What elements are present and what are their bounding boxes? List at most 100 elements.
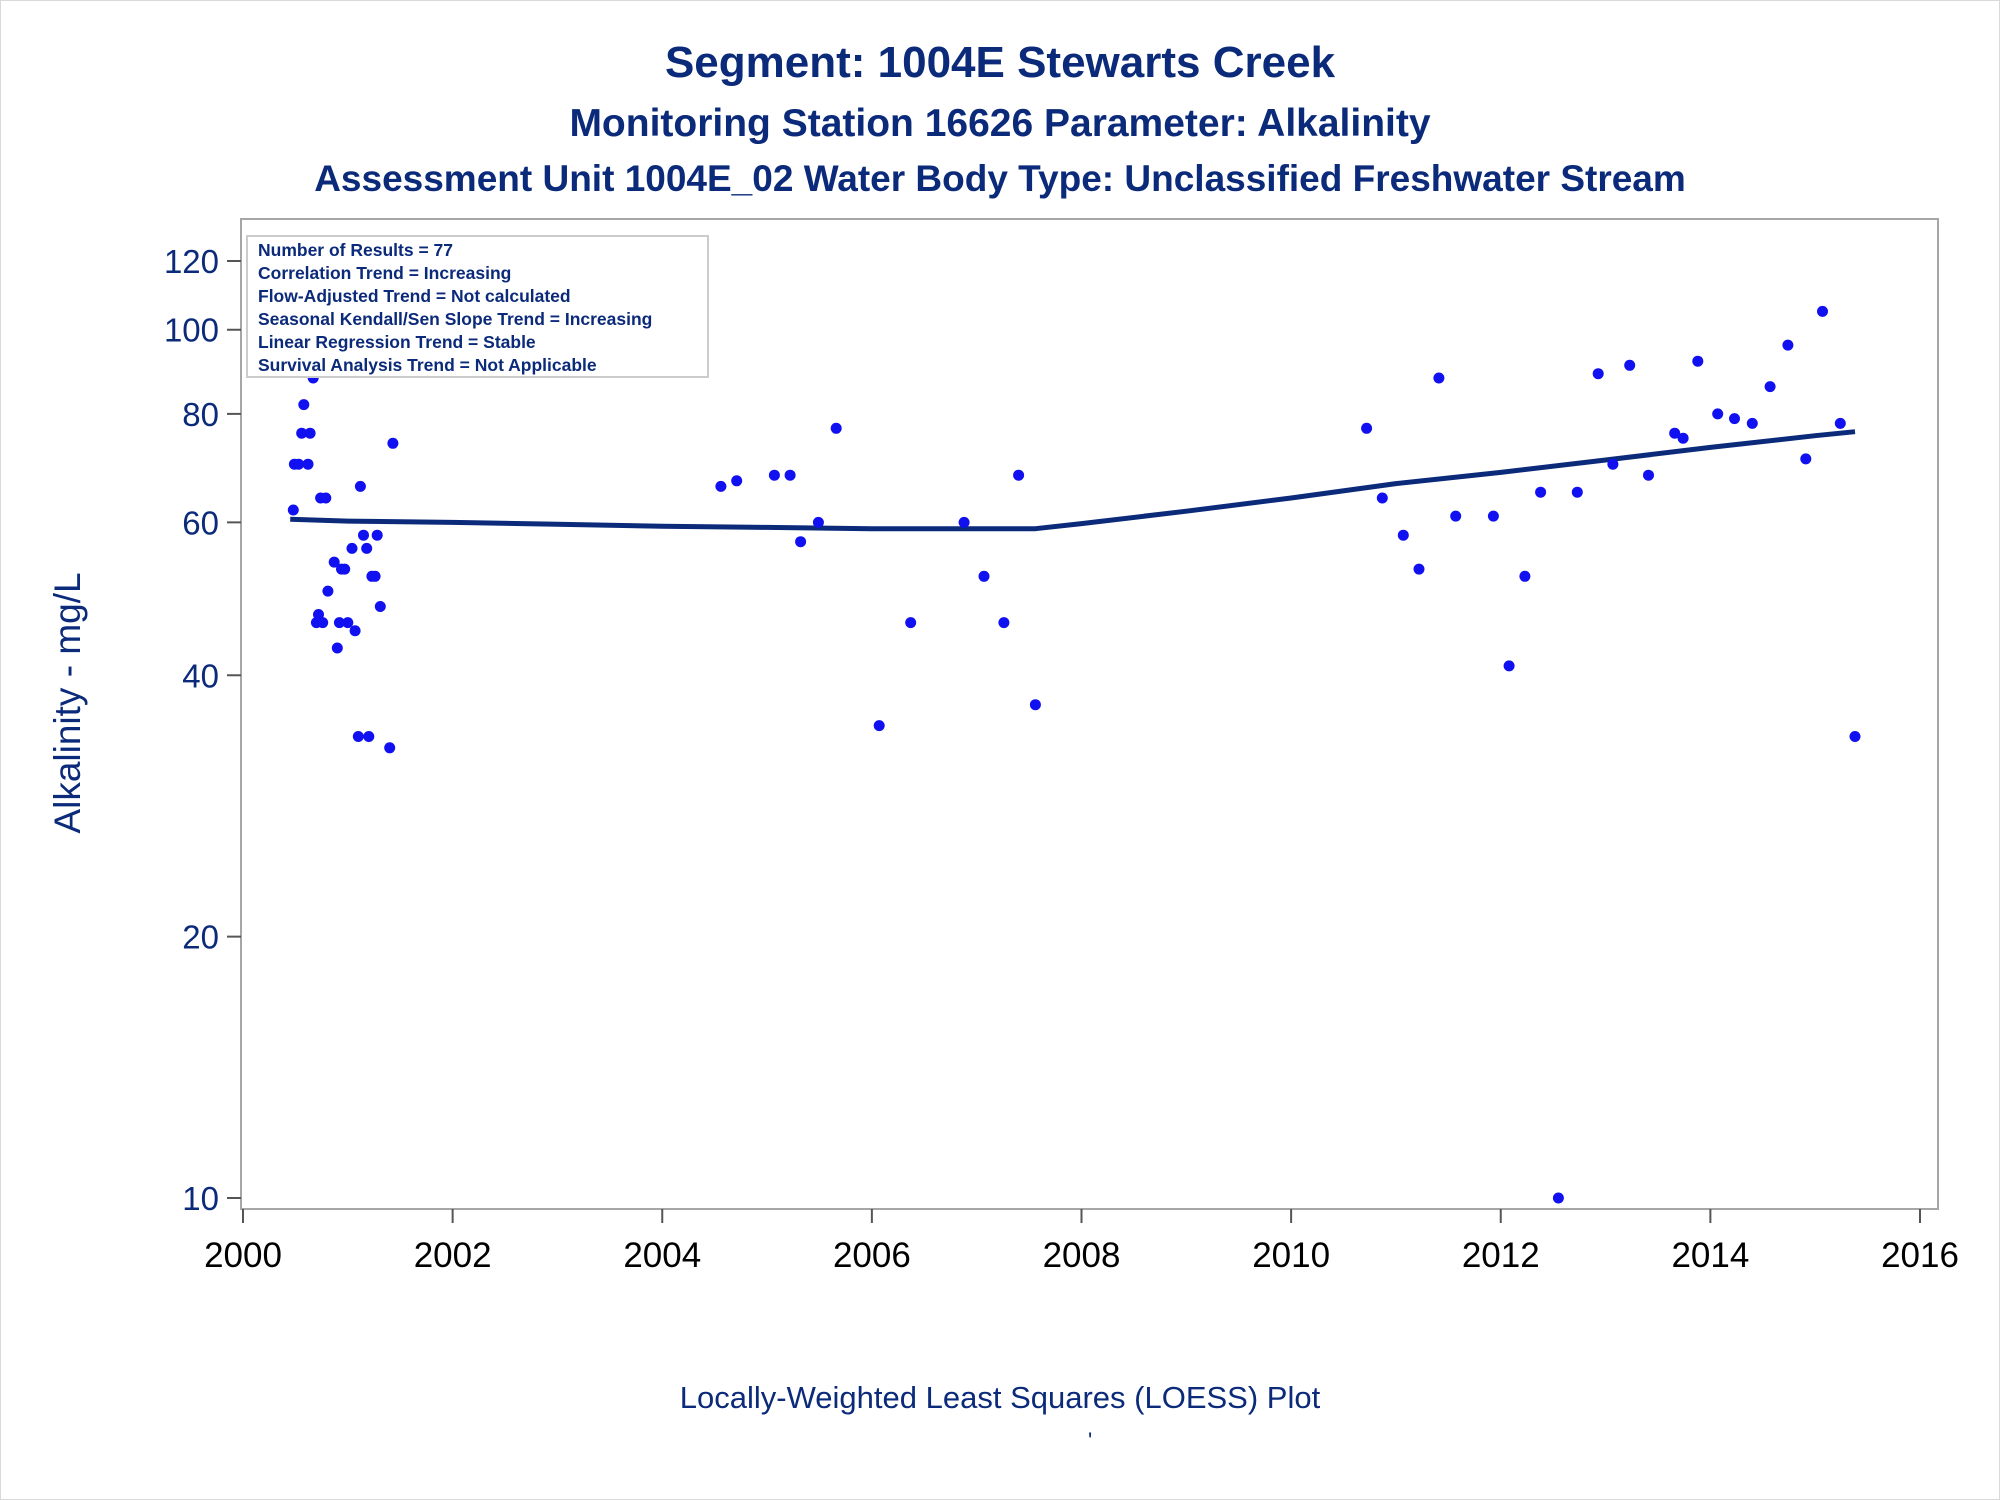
data-point [339, 563, 351, 575]
data-point [1592, 368, 1604, 380]
y-tick-label: 20 [182, 919, 219, 956]
data-point [1535, 486, 1547, 498]
data-point [1692, 355, 1704, 367]
data-point [1450, 510, 1462, 522]
trend-info-line: Linear Regression Trend = Stable [258, 332, 536, 352]
x-tick-label: 2010 [1252, 1236, 1330, 1275]
data-point [1503, 660, 1515, 672]
y-tick-label: 10 [182, 1180, 219, 1217]
data-point [1519, 570, 1531, 582]
y-axis: 10 20 40 60 80 100 120 [164, 243, 241, 1217]
data-point [1433, 372, 1445, 384]
data-point [1643, 469, 1654, 481]
data-points [284, 237, 1861, 1204]
data-point [1361, 422, 1373, 434]
data-point [293, 458, 305, 470]
y-tick-label: 100 [164, 312, 219, 349]
data-point [1487, 510, 1499, 522]
data-point [1746, 417, 1758, 429]
x-tick-label: 2002 [414, 1236, 492, 1275]
y-tick-label: 120 [164, 243, 219, 280]
x-tick-label: 2006 [833, 1236, 911, 1275]
data-point [1712, 408, 1724, 420]
data-point [1764, 381, 1776, 393]
data-point [384, 742, 396, 754]
data-point [958, 516, 970, 528]
data-point [298, 399, 310, 411]
x-axis: 2000 2002 2004 2006 2008 2010 2012 2014 2016 [204, 1209, 1959, 1275]
trend-info-line: Correlation Trend = Increasing [258, 263, 511, 283]
x-tick-label: 2004 [623, 1236, 701, 1275]
data-point [978, 570, 990, 582]
data-point [1849, 731, 1861, 742]
chart-subtitle-assessment-unit: Assessment Unit 1004E_02 Water Body Type… [314, 158, 1686, 199]
data-point [352, 731, 364, 742]
data-point [812, 516, 824, 528]
trend-info-line: Flow-Adjusted Trend = Not calculated [258, 286, 571, 306]
y-axis-label: Alkalinity - mg/L [47, 572, 88, 833]
data-point [322, 585, 334, 597]
data-point [1397, 529, 1409, 541]
data-point [333, 617, 345, 629]
data-point [369, 570, 381, 582]
plot-caption: Locally-Weighted Least Squares (LOESS) P… [679, 1380, 1321, 1415]
data-point [358, 529, 369, 541]
data-point [1413, 563, 1425, 575]
data-point [317, 617, 329, 629]
data-point [1800, 453, 1812, 465]
trend-info-line: Survival Analysis Trend = Not Applicable [258, 355, 597, 375]
y-tick-label: 40 [182, 657, 219, 694]
data-point [731, 475, 743, 487]
data-point [1729, 413, 1740, 425]
data-point [361, 542, 373, 554]
x-tick-label: 2016 [1881, 1236, 1959, 1275]
data-point [1552, 1192, 1564, 1204]
data-point [873, 720, 885, 732]
data-point [302, 458, 314, 470]
data-point [371, 529, 383, 541]
data-point [1013, 469, 1025, 481]
x-tick-label: 2008 [1043, 1236, 1121, 1275]
y-tick-label: 80 [182, 396, 219, 433]
trend-info-box: Number of Results = 77 Correlation Trend … [246, 235, 709, 378]
data-point [715, 480, 727, 492]
data-point [387, 437, 399, 449]
data-point [1029, 699, 1041, 711]
data-point [354, 480, 366, 492]
chart-title: Segment: 1004E Stewarts Creek [664, 38, 1336, 87]
data-point [320, 492, 332, 504]
data-point [313, 609, 324, 620]
data-point [363, 731, 375, 742]
data-point [1376, 492, 1388, 504]
trend-info-box-border [246, 235, 709, 378]
data-point [905, 617, 917, 629]
data-point [1834, 417, 1846, 429]
data-point [998, 617, 1010, 629]
x-tick-label: 2012 [1462, 1236, 1540, 1275]
x-tick-label: 2000 [204, 1236, 282, 1275]
trend-info-line: Seasonal Kendall/Sen Slope Trend = Incre… [258, 309, 652, 329]
data-point [374, 601, 386, 612]
data-point [1624, 359, 1636, 371]
data-point [1669, 427, 1681, 439]
data-point [795, 536, 807, 548]
data-point [328, 556, 340, 568]
data-point [349, 625, 361, 637]
x-tick-label: 2014 [1671, 1236, 1749, 1275]
data-point [1677, 432, 1689, 444]
data-point [830, 422, 842, 434]
loess-trend-line [290, 429, 1856, 532]
chart-subtitle-station: Monitoring Station 16626 Parameter: Alka… [569, 102, 1431, 145]
data-point [287, 504, 299, 516]
data-point [1817, 305, 1828, 317]
data-point [346, 542, 358, 554]
data-point [784, 469, 796, 481]
data-point [331, 642, 343, 654]
loess-trend-line-group [290, 429, 1856, 532]
data-point [296, 427, 308, 439]
data-point [1571, 486, 1583, 498]
data-point [1607, 458, 1619, 470]
data-point [1782, 339, 1794, 351]
trend-info-line: Number of Results = 77 [258, 240, 453, 260]
